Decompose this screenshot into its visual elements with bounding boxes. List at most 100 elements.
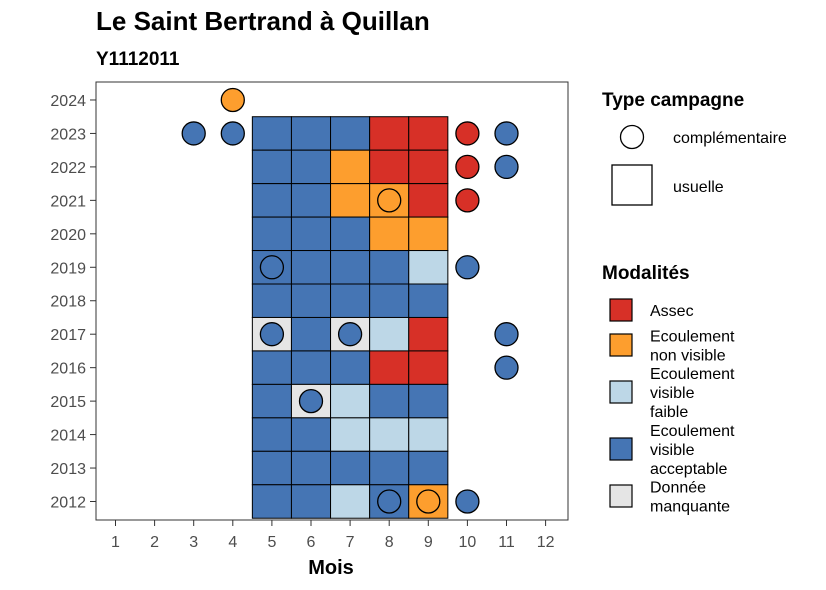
- point-complementaire: [220, 121, 245, 146]
- legend-label-manquant: Donnée: [650, 480, 706, 497]
- cell-usuelle: [330, 350, 371, 385]
- cell-usuelle: [408, 216, 449, 252]
- x-tick-label: 10: [459, 534, 477, 551]
- y-tick-label: 2020: [50, 227, 86, 244]
- cell-usuelle: [290, 183, 332, 218]
- cell-usuelle: [408, 450, 449, 486]
- chart-title: Le Saint Bertrand à Quillan: [96, 6, 430, 36]
- point-complementaire: [377, 188, 402, 213]
- legend-swatch-ecoul_vf: [609, 380, 633, 404]
- legend-swatch-assec: [609, 298, 633, 322]
- legend-label-ecoul_va: visible: [650, 442, 695, 459]
- legend-swatch-ecoul_va: [609, 437, 633, 461]
- point-complementaire: [455, 154, 480, 180]
- cell-usuelle: [408, 283, 449, 318]
- x-tick-label: 1: [111, 534, 120, 551]
- point-complementaire: [455, 121, 480, 146]
- point-complementaire: [494, 154, 519, 180]
- point-complementaire: [455, 489, 480, 514]
- cell-usuelle: [251, 417, 292, 452]
- cell-usuelle: [330, 116, 371, 151]
- legend-swatch-manquant: [609, 484, 633, 508]
- point-complementaire: [337, 322, 363, 347]
- cell-usuelle: [369, 383, 410, 419]
- x-tick-label: 7: [346, 534, 355, 551]
- legend-label-ecoul_vf: visible: [650, 385, 695, 402]
- x-tick-label: 8: [385, 534, 394, 551]
- legend-key-square: [611, 164, 653, 206]
- x-axis-title: Mois: [308, 557, 354, 579]
- x-axis: 1 2 3 4 5 6 7 8 9 10 11 12: [111, 520, 555, 551]
- cell-usuelle: [369, 316, 410, 352]
- cell-usuelle: [369, 417, 410, 452]
- legend-label-usuelle: usuelle: [673, 179, 724, 196]
- legend-label-ecoul_va: acceptable: [650, 461, 727, 478]
- cell-usuelle: [330, 149, 371, 185]
- cell-usuelle: [290, 283, 332, 318]
- x-tick-label: 3: [189, 534, 198, 551]
- cell-usuelle: [408, 116, 449, 151]
- chart-subtitle: Y1112011: [96, 49, 180, 70]
- point-complementaire: [494, 355, 519, 380]
- y-tick-label: 2018: [50, 294, 86, 311]
- cell-usuelle: [408, 149, 449, 185]
- cell-usuelle: [290, 216, 332, 252]
- legend-key-circle: [619, 124, 645, 150]
- cell-usuelle: [408, 383, 449, 419]
- point-complementaire: [416, 489, 441, 514]
- point-complementaire: [377, 489, 402, 514]
- cell-usuelle: [330, 283, 371, 318]
- cell-usuelle: [369, 250, 410, 285]
- x-tick-label: 5: [267, 534, 276, 551]
- cell-usuelle: [408, 250, 449, 285]
- point-complementaire: [494, 121, 519, 146]
- y-tick-label: 2019: [50, 260, 86, 277]
- cell-usuelle: [290, 450, 332, 486]
- legend-type-title: Type campagne: [602, 90, 744, 111]
- cell-usuelle: [251, 484, 292, 519]
- point-complementaire: [181, 121, 206, 146]
- legend-label-ecoul_nv: non visible: [650, 348, 726, 365]
- cell-usuelle: [330, 484, 371, 519]
- legend-label-manquant: manquante: [650, 499, 730, 516]
- cell-usuelle: [251, 283, 292, 318]
- cell-usuelle: [290, 484, 332, 519]
- cell-usuelle: [330, 383, 371, 419]
- x-tick-label: 4: [228, 534, 237, 551]
- y-tick-label: 2015: [50, 394, 86, 411]
- cell-usuelle: [251, 383, 292, 419]
- cell-usuelle: [408, 417, 449, 452]
- usuelle-cells: [251, 116, 449, 519]
- y-tick-label: 2016: [50, 361, 86, 378]
- legend-label-assec: Assec: [650, 303, 694, 320]
- x-tick-label: 11: [498, 534, 515, 551]
- y-tick-label: 2012: [50, 495, 86, 512]
- cell-usuelle: [330, 250, 371, 285]
- cell-usuelle: [290, 149, 332, 185]
- point-complementaire: [259, 255, 285, 280]
- cell-usuelle: [290, 116, 332, 151]
- y-tick-label: 2022: [50, 160, 86, 177]
- cell-usuelle: [330, 450, 371, 486]
- cell-usuelle: [290, 316, 332, 352]
- y-tick-label: 2021: [50, 193, 86, 210]
- cell-usuelle: [251, 216, 292, 252]
- point-complementaire: [494, 322, 519, 347]
- cell-usuelle: [251, 149, 292, 185]
- point-complementaire: [220, 87, 245, 113]
- y-tick-label: 2017: [50, 327, 86, 344]
- legend-label-complementaire: complémentaire: [673, 130, 787, 147]
- y-tick-label: 2013: [50, 461, 86, 478]
- legend-label-ecoul_vf: Ecoulement: [650, 366, 735, 383]
- cell-usuelle: [290, 417, 332, 452]
- cell-usuelle: [369, 116, 410, 151]
- cell-usuelle: [408, 316, 449, 352]
- y-tick-label: 2024: [50, 93, 86, 110]
- cell-usuelle: [369, 216, 410, 252]
- cell-usuelle: [369, 350, 410, 385]
- y-tick-label: 2014: [50, 428, 86, 445]
- cell-usuelle: [408, 183, 449, 218]
- cell-usuelle: [330, 216, 371, 252]
- legend-label-ecoul_nv: Ecoulement: [650, 329, 735, 346]
- point-complementaire: [259, 322, 285, 347]
